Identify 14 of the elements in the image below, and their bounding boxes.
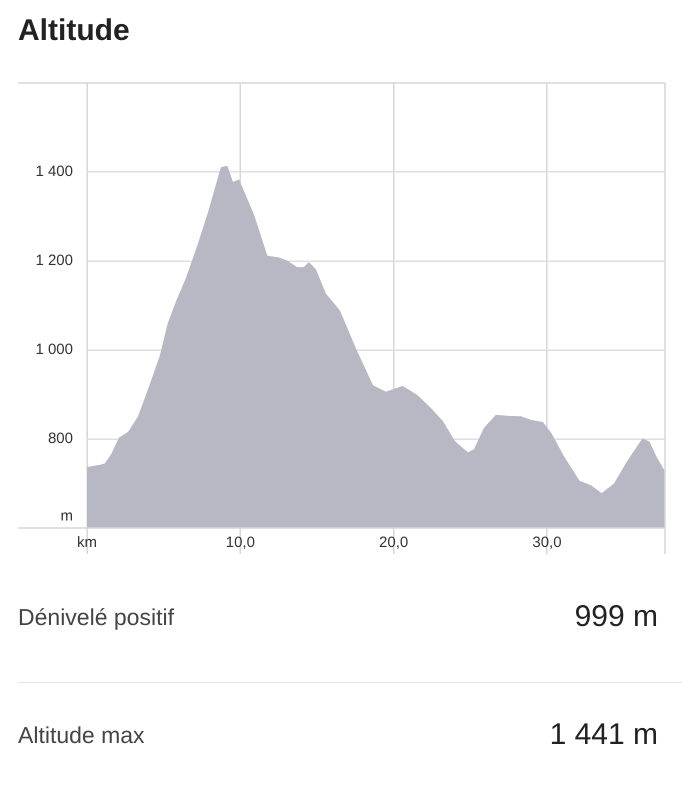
y-tick-label: 1 400 bbox=[35, 163, 73, 180]
y-axis-title: m bbox=[60, 508, 73, 525]
chart-title: Altitude bbox=[18, 14, 130, 48]
x-tick-label: km bbox=[77, 534, 97, 552]
text: 999 m bbox=[574, 600, 658, 634]
text: Altitude max bbox=[18, 722, 145, 748]
text: Dénivelé positif bbox=[18, 604, 174, 630]
y-tick-label: 800 bbox=[48, 430, 73, 448]
x-tick-label: 30,0 bbox=[532, 534, 562, 552]
x-tick-label: 10,0 bbox=[226, 534, 255, 552]
y-tick-label: 1 000 bbox=[35, 341, 73, 358]
text: 1 441 m bbox=[550, 718, 658, 752]
x-tick-label: 20,0 bbox=[379, 534, 408, 552]
y-tick-label: 1 200 bbox=[35, 252, 73, 270]
